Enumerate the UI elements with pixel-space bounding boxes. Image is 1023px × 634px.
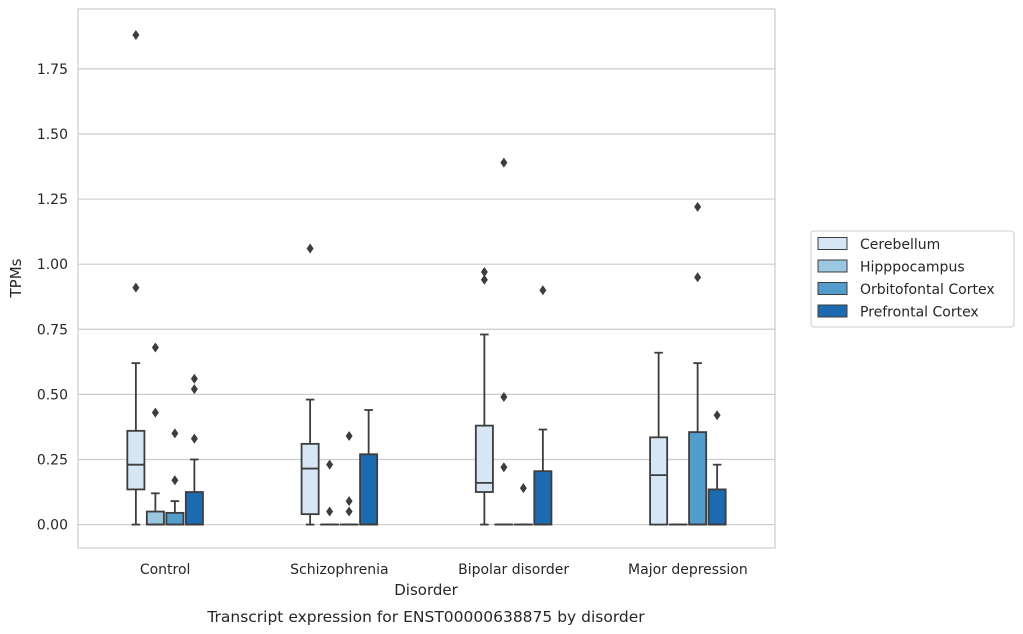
x-tick-label: Major depression	[628, 562, 748, 578]
grid-lines	[78, 68, 775, 526]
legend-frame	[810, 230, 1015, 328]
box-rect	[184, 491, 204, 526]
outlier-marker	[190, 433, 198, 444]
legend-label: Hipppocampus	[860, 260, 965, 276]
chart-caption: Transcript expression for ENST0000063887…	[206, 608, 645, 626]
box-2-0	[165, 500, 185, 526]
box-3-3	[707, 463, 727, 526]
y-tick-label: 1.75	[37, 62, 68, 78]
box-1-0	[145, 492, 165, 526]
box-rect	[474, 424, 494, 493]
legend-swatch	[817, 282, 848, 295]
y-axis-label: TPMs	[7, 258, 25, 298]
box-rect	[300, 442, 320, 516]
box-rect	[533, 470, 553, 526]
outlier-marker	[306, 243, 314, 254]
outlier-marker	[345, 496, 353, 507]
y-tick-labels: 0.00 0.25 0.50 0.75 1.00 1.25 1.50 1.75	[37, 62, 68, 534]
legend: Cerebellum Hipppocampus Orbitofontal Corte…	[810, 230, 1015, 328]
x-tick-label: Control	[140, 562, 191, 578]
x-tick-label: Bipolar disorder	[458, 562, 569, 578]
outlier-marker	[713, 410, 721, 421]
outlier-marker	[345, 431, 353, 442]
box-3-1	[359, 409, 379, 526]
outlier-marker	[519, 483, 527, 494]
box-rect	[165, 511, 185, 526]
legend-swatch	[817, 304, 848, 318]
y-tick-label: 0.00	[37, 518, 68, 534]
outlier-marker	[171, 428, 179, 439]
box-0-1	[300, 398, 320, 526]
outlier-marker	[694, 272, 702, 283]
plot-frame	[77, 8, 776, 549]
outlier-marker	[500, 462, 508, 473]
legend-label: Cerebellum	[860, 237, 940, 253]
legend-swatch	[817, 237, 848, 250]
box-rect	[359, 453, 379, 526]
outlier-marker	[326, 506, 334, 517]
legend-swatch	[817, 259, 848, 273]
box-rect	[707, 488, 727, 526]
outlier-marker	[500, 391, 508, 402]
outlier-marker	[500, 157, 508, 168]
y-tick-label: 0.50	[37, 387, 68, 403]
box-rect	[145, 510, 165, 526]
box-rect	[649, 436, 669, 526]
outlier-marker	[190, 384, 198, 395]
outlier-marker	[132, 282, 140, 293]
x-tick-label: Schizophrenia	[290, 562, 388, 578]
box-0-2	[474, 333, 494, 526]
y-tick-label: 0.25	[37, 452, 68, 468]
outlier-marker	[539, 285, 547, 296]
x-axis-label: Disorder	[394, 581, 458, 599]
y-tick-label: 0.75	[37, 322, 68, 338]
legend-label: Prefrontal Cortex	[860, 305, 979, 321]
outlier-marker	[190, 373, 198, 384]
box-0-0	[126, 362, 146, 526]
outlier-marker	[151, 407, 159, 418]
outlier-marker	[345, 506, 353, 517]
y-tick-label: 1.50	[37, 127, 68, 143]
box-3-0	[184, 458, 204, 526]
y-tick-label: 1.25	[37, 192, 68, 208]
outlier-marker	[694, 201, 702, 212]
outlier-marker	[326, 459, 334, 470]
box-rect	[126, 429, 146, 491]
outlier-marker	[132, 30, 140, 41]
outlier-marker	[171, 475, 179, 486]
box-rect	[688, 431, 708, 526]
box-2-3	[688, 362, 708, 526]
box-3-2	[533, 428, 553, 526]
outlier-marker	[151, 342, 159, 353]
outlier-points	[132, 30, 721, 517]
outlier-marker	[480, 274, 488, 285]
legend-label: Orbitofontal Cortex	[860, 282, 995, 298]
box-0-3	[649, 351, 669, 526]
x-tick-labels: Control Schizophrenia Bipolar disorder Majo…	[140, 562, 748, 578]
outlier-marker	[480, 266, 488, 277]
box-series	[126, 333, 727, 526]
y-tick-label: 1.00	[37, 257, 68, 273]
